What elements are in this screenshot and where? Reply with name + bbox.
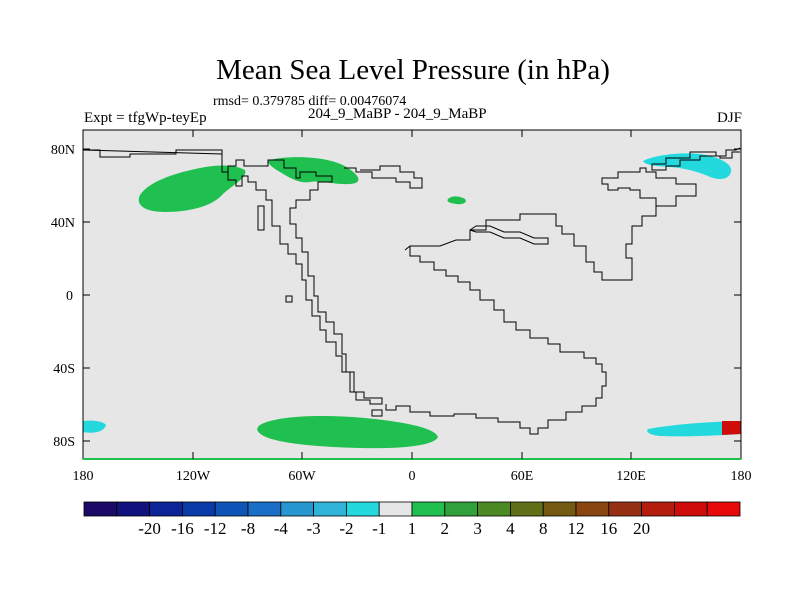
colorbar-swatch	[477, 501, 511, 517]
colorbar-label: 20	[633, 519, 650, 538]
colorbar-swatch	[280, 501, 314, 517]
x-tick-label: 120W	[176, 469, 211, 484]
colorbar-swatch	[345, 501, 380, 517]
colorbar-swatch	[214, 501, 249, 517]
anomaly-siberia	[643, 153, 732, 180]
coast-africa-south	[385, 246, 607, 435]
y-tick-label: 80N	[51, 143, 75, 158]
colorbar-swatch	[509, 501, 544, 517]
tick-marks	[83, 130, 741, 459]
colorbar-swatch	[608, 501, 642, 517]
y-tick-label: 0	[66, 289, 73, 304]
colorbar-swatch	[378, 501, 413, 517]
y-axis-labels: 80N 40N 0 40S 80S	[51, 143, 75, 450]
coast-africa	[404, 167, 697, 281]
colorbar-label: -1	[372, 519, 386, 538]
experiment-label: Expt = tfgWp-teyEp	[84, 110, 207, 126]
x-tick-label: 60E	[511, 469, 534, 484]
colorbar-label: -8	[241, 519, 255, 538]
colorbar-swatch	[575, 501, 610, 517]
colorbar-label: -3	[307, 519, 321, 538]
colorbar-label: 2	[441, 519, 450, 538]
anomaly-greenland	[268, 157, 359, 185]
colorbar-label: -20	[138, 519, 161, 538]
colorbar-swatch	[247, 501, 282, 517]
coast-arctic-islands	[344, 165, 423, 189]
colorbar-swatch	[313, 501, 347, 517]
colorbar-swatch	[181, 501, 216, 517]
x-tick-label: 60W	[288, 469, 316, 484]
colorbar-label: -2	[339, 519, 353, 538]
colorbar-label: -16	[171, 519, 194, 538]
x-tick-label: 0	[409, 469, 416, 484]
colorbar-label: 4	[506, 519, 515, 538]
colorbar-swatch	[116, 501, 151, 517]
colorbar-label: -4	[274, 519, 289, 538]
y-tick-label: 40S	[53, 362, 75, 377]
colorbar-label: 1	[408, 519, 417, 538]
colorbar-label: -12	[204, 519, 227, 538]
colorbar-swatch	[706, 501, 741, 517]
coast-greenland	[651, 147, 741, 171]
coast-red-sea	[469, 225, 549, 245]
colorbar-swatch	[149, 501, 183, 517]
colorbar-label: 8	[539, 519, 548, 538]
stats-text: rmsd= 0.379785 diff= 0.00476074	[213, 94, 407, 109]
colorbar-label: 12	[568, 519, 585, 538]
anomaly-southern-ocean	[257, 416, 438, 449]
anomaly-southwest-edge	[83, 420, 106, 433]
colorbar-swatch	[444, 501, 478, 517]
coast-americas	[82, 149, 383, 405]
coast-island	[285, 295, 293, 303]
colorbar-swatch	[411, 501, 446, 517]
colorbar-swatch	[641, 501, 675, 517]
coast-baja	[257, 205, 265, 231]
colorbar-swatch	[674, 501, 708, 517]
colorbar-label: 3	[473, 519, 482, 538]
colorbar: -20 -16 -12 -8 -4 -3 -2 -1 1 2 3 4 8 12 16 20	[83, 501, 741, 538]
y-tick-label: 40N	[51, 216, 75, 231]
anomaly-southeast	[647, 421, 741, 437]
coastlines	[82, 147, 741, 435]
season-label: DJF	[716, 110, 742, 126]
y-tick-label: 80S	[53, 435, 75, 450]
x-tick-label: 180	[73, 469, 94, 484]
anomaly-southeast-strong	[722, 421, 741, 435]
colorbar-label: 16	[600, 519, 617, 538]
anomaly-north-america	[138, 165, 246, 212]
case-label: 204_9_MaBP - 204_9_MaBP	[308, 106, 487, 122]
plot-title: Mean Sea Level Pressure (in hPa)	[216, 54, 610, 86]
negative-anomaly-regions	[83, 153, 741, 437]
colorbar-swatch	[83, 501, 118, 517]
x-axis-labels: 180 120W 60W 0 60E 120E 180	[73, 469, 752, 484]
coast-antarctic-peninsula	[371, 409, 383, 417]
colorbar-swatch	[542, 501, 577, 517]
anomaly-mediterranean	[447, 196, 466, 205]
x-tick-label: 120E	[616, 469, 646, 484]
x-tick-label: 180	[731, 469, 752, 484]
positive-anomaly-regions	[138, 157, 466, 449]
